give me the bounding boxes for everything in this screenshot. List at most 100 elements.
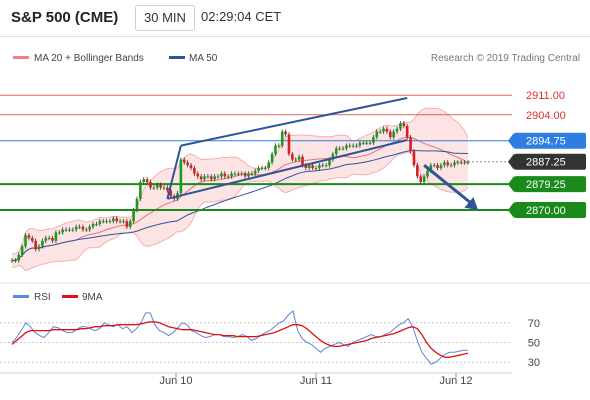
- candle-body: [220, 173, 223, 177]
- ma50-legend-label: MA 50: [189, 53, 218, 64]
- level-badge: [514, 202, 586, 218]
- candle-body: [24, 235, 27, 247]
- candle-body: [91, 224, 95, 227]
- candle-body: [264, 168, 267, 169]
- candle-body: [267, 162, 271, 168]
- candle-body: [152, 187, 156, 189]
- ma9-line: [11, 321, 469, 358]
- candle-body: [71, 229, 75, 231]
- rsi-legend-swatch: [13, 295, 29, 298]
- level-badge-pointer: [508, 176, 514, 193]
- rsi-legend-label: RSI: [34, 292, 51, 303]
- candle-body: [85, 229, 88, 231]
- candle-body: [287, 134, 291, 154]
- candle-body: [378, 131, 382, 133]
- candle-body: [449, 165, 453, 167]
- time-tick-label: Jun 10: [159, 375, 192, 387]
- ma9-legend-swatch: [62, 295, 78, 298]
- candle-body: [169, 190, 173, 196]
- level-label: 2894.75: [526, 136, 566, 148]
- bollinger-legend-label: MA 20 + Bollinger Bands: [34, 53, 144, 64]
- candle-body: [74, 226, 78, 230]
- candle-body: [223, 173, 227, 177]
- candle-body: [237, 173, 240, 175]
- ma9-legend-label: 9MA: [82, 292, 103, 303]
- candle-body: [361, 142, 365, 144]
- ma50-line: [12, 150, 469, 261]
- candle-body: [284, 131, 287, 135]
- candle-body: [41, 240, 44, 247]
- candle-body: [405, 126, 409, 138]
- forecast-arrow-shaft: [423, 164, 474, 206]
- candle-body: [37, 246, 41, 250]
- candle-body: [280, 131, 284, 146]
- candle-body: [321, 165, 325, 167]
- candle-body: [257, 168, 260, 171]
- candle-body: [27, 235, 31, 238]
- candle-body: [115, 218, 119, 222]
- copyright-label: Research © 2019 Trading Central: [431, 53, 580, 64]
- candle-body: [118, 221, 122, 223]
- symbol-title: S&P 500 (CME): [11, 9, 119, 26]
- candle-body: [307, 165, 311, 168]
- bollinger-upper-line: [12, 107, 469, 255]
- level-label: 2870.00: [526, 205, 566, 217]
- candle-body: [14, 260, 17, 262]
- rsi-tick-label: 70: [528, 318, 540, 330]
- candle-body: [81, 226, 85, 230]
- time-tick-label: Jun 12: [439, 375, 472, 387]
- candle-body: [88, 226, 91, 230]
- candle-body: [365, 142, 368, 144]
- bollinger-legend-swatch: [13, 56, 29, 59]
- level-badge-pointer: [508, 132, 514, 149]
- candle-body: [189, 165, 193, 168]
- rsi-tick-label: 50: [528, 337, 540, 349]
- candle-body: [149, 182, 152, 188]
- candle-body: [294, 159, 298, 161]
- candle-body: [432, 165, 436, 167]
- candle-body: [351, 145, 355, 147]
- candle-body: [240, 173, 243, 175]
- candle-body: [348, 145, 352, 147]
- time-axis: Jun 10 Jun 11 Jun 12: [0, 372, 512, 387]
- candle-body: [196, 173, 200, 177]
- level-badge-pointer: [508, 153, 514, 170]
- candle-body: [105, 221, 108, 223]
- candle-body: [355, 145, 358, 147]
- candle-body: [142, 179, 146, 182]
- candle-body: [426, 170, 429, 177]
- candle-body: [155, 184, 159, 188]
- rsi-line: [11, 310, 468, 365]
- candle-body: [297, 156, 301, 160]
- candle-body: [324, 165, 328, 167]
- candle-body: [260, 168, 264, 169]
- bollinger-lower-line: [12, 151, 469, 272]
- candle-body: [57, 232, 61, 234]
- candle-body: [368, 142, 372, 144]
- candle-body: [128, 221, 132, 227]
- rsi-plot-area: 30 50 70: [0, 310, 540, 369]
- candle-body: [159, 184, 162, 188]
- price-axis: 2911.00 2904.00 2894.75 2887.25 2879.25 2870.…: [508, 90, 586, 218]
- candle-body: [209, 176, 213, 180]
- candle-body: [422, 176, 426, 182]
- candle-body: [277, 145, 281, 147]
- candle-body: [318, 165, 321, 168]
- candle-body: [439, 165, 443, 168]
- candle-body: [274, 145, 277, 154]
- candle-body: [429, 165, 433, 171]
- candle-body: [412, 151, 416, 166]
- candle-body: [203, 176, 206, 180]
- level-badge: [514, 176, 586, 193]
- candle-body: [416, 165, 419, 177]
- channel-lower-line: [167, 139, 408, 200]
- interval-selector[interactable]: 30 MIN: [135, 5, 195, 31]
- candle-body: [98, 221, 102, 224]
- forecast-arrow-head: [464, 196, 479, 210]
- candle-body: [436, 165, 439, 168]
- candle-body: [443, 162, 446, 166]
- candle-body: [385, 128, 389, 132]
- candle-body: [304, 165, 308, 168]
- candle-body: [301, 156, 304, 166]
- candle-body: [382, 128, 385, 132]
